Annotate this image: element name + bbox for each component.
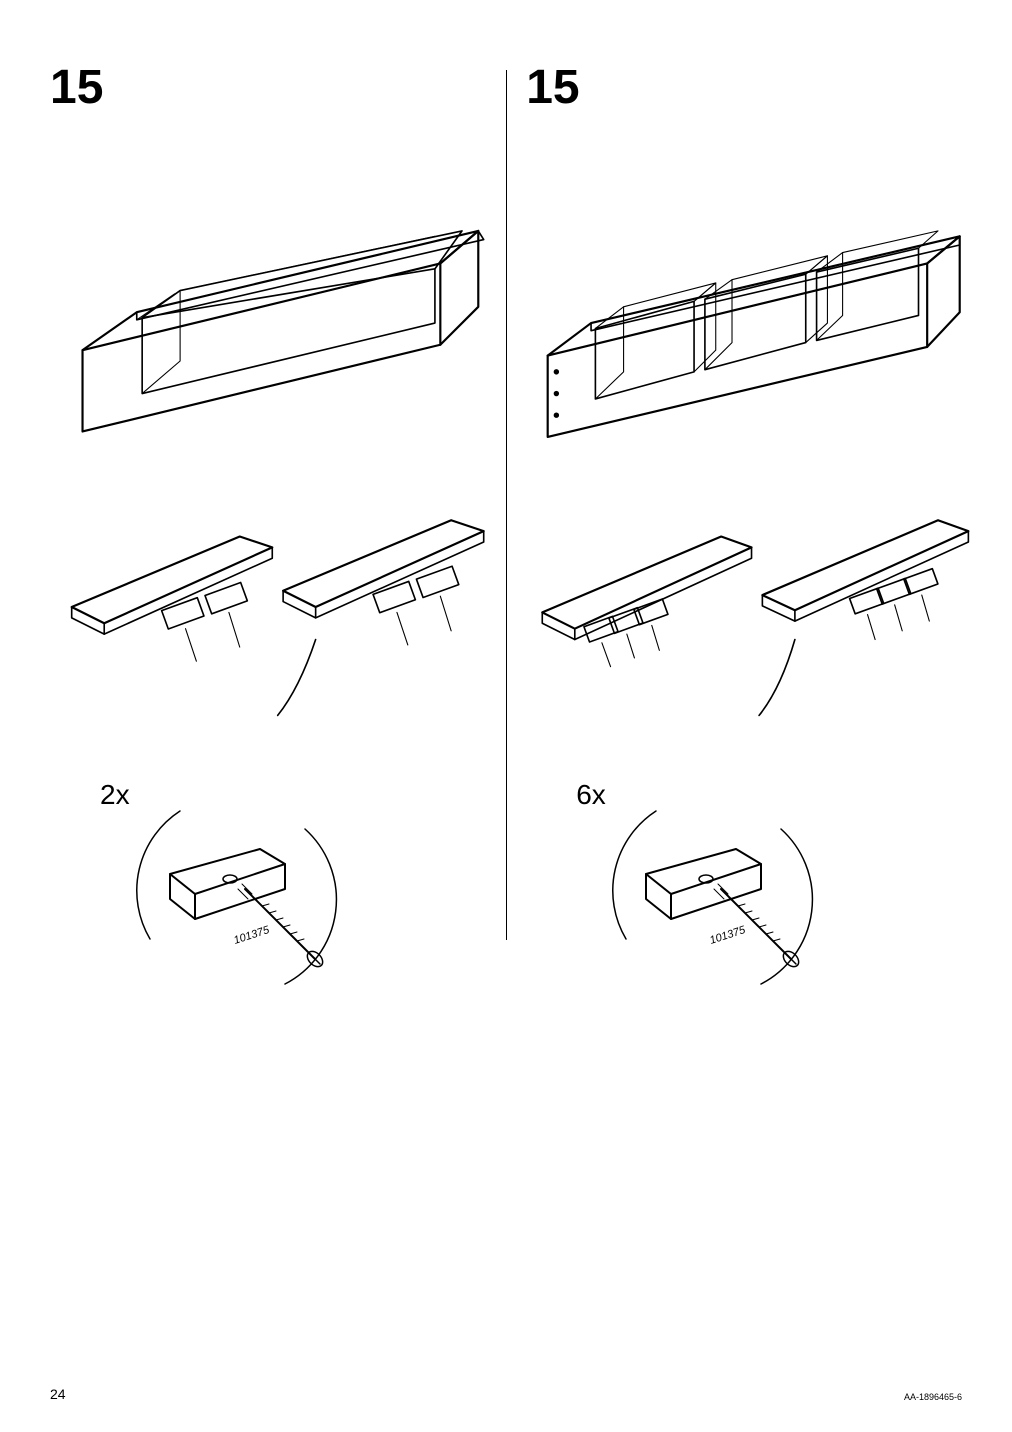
page-container: 15 — [0, 0, 1012, 1432]
quantity-label-right: 6x — [576, 779, 606, 811]
rails-six-clips-diagram — [526, 504, 981, 764]
screw-part-number-left: 101375 — [232, 924, 271, 947]
right-column: 15 — [526, 60, 981, 1009]
drawer-triple-diagram — [526, 155, 981, 459]
drawer-single-diagram — [50, 155, 505, 459]
rails-two-clips-diagram — [50, 504, 505, 764]
page-number: 24 — [50, 1386, 66, 1402]
step-number-left: 15 — [50, 60, 505, 115]
detail-callout-left: 101375 — [130, 789, 350, 1009]
detail-circle-right: 6x 101375 — [606, 789, 826, 1009]
step-number-right: 15 — [526, 60, 981, 115]
left-column: 15 — [50, 60, 505, 1009]
quantity-label-left: 2x — [100, 779, 130, 811]
screw-part-number-right: 101375 — [708, 924, 747, 947]
document-number: AA-1896465-6 — [904, 1392, 962, 1402]
detail-callout-right: 101375 — [606, 789, 826, 1009]
detail-circle-left: 2x — [130, 789, 350, 1009]
center-divider — [506, 70, 507, 940]
